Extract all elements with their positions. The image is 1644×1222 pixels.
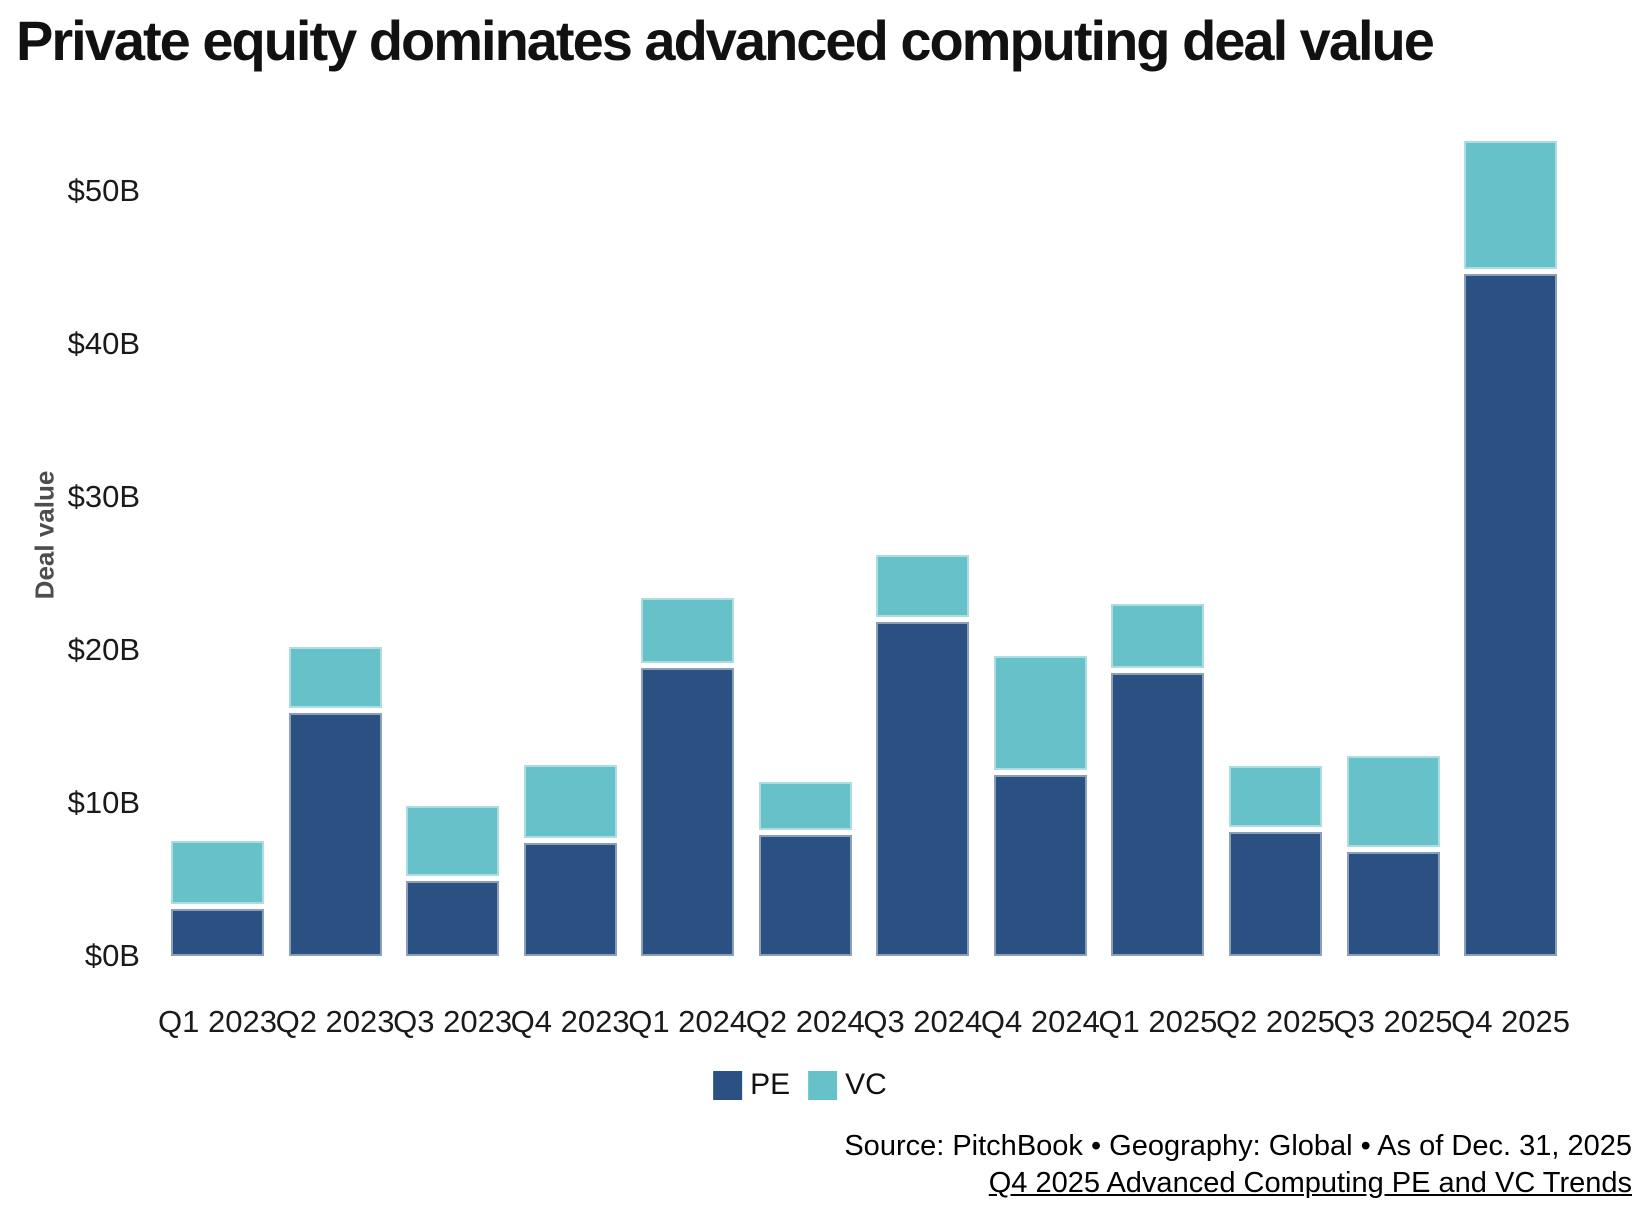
bar-q4-2025-pe [1464, 273, 1558, 956]
x-tick-label: Q4 2023 [510, 1004, 630, 1039]
legend-label-vc: VC [845, 1068, 887, 1101]
bar-q1-2025-vc [1111, 604, 1205, 668]
x-tick-label: Q1 2025 [1098, 1004, 1218, 1039]
report-link[interactable]: Q4 2025 Advanced Computing PE and VC Tre… [988, 1167, 1632, 1199]
bar-q2-2025-vc [1228, 766, 1322, 828]
vc-swatch-icon [808, 1070, 838, 1100]
bar-q2-2025-pe [1228, 832, 1322, 956]
bar-q4-2024-vc [993, 656, 1087, 771]
bar-q3-2023-pe [406, 881, 500, 956]
bar-q4-2023-pe [523, 842, 617, 956]
bar-q3-2025-pe [1346, 851, 1440, 956]
x-tick-label: Q2 2025 [1215, 1004, 1335, 1039]
bar-q3-2024-vc [876, 555, 970, 618]
bar-q1-2023-pe [171, 908, 264, 956]
bar-q2-2024-vc [758, 781, 852, 831]
x-tick-label: Q1 2024 [628, 1004, 748, 1039]
bar-q3-2024-pe [876, 622, 970, 956]
bar-q2-2023-pe [288, 712, 382, 956]
x-tick-label: Q3 2023 [393, 1004, 513, 1039]
pe-swatch-icon [713, 1070, 743, 1100]
bar-q1-2023-vc [171, 841, 264, 904]
bar-q1-2025-pe [1111, 672, 1205, 956]
y-tick-label: $50B [67, 173, 140, 208]
x-tick-label: Q4 2025 [1451, 1004, 1571, 1039]
bar-q1-2024-pe [641, 668, 735, 956]
legend-item-vc: VC [808, 1068, 887, 1102]
bar-q3-2025-vc [1346, 755, 1440, 847]
x-tick-label: Q2 2024 [745, 1004, 865, 1039]
y-tick-label: $40B [67, 326, 140, 361]
x-tick-label: Q4 2024 [980, 1004, 1100, 1039]
chart-title: Private equity dominates advanced comput… [16, 9, 1435, 72]
legend: PE VC [713, 1068, 887, 1102]
bar-q4-2025-vc [1464, 140, 1558, 269]
bar-q1-2024-vc [641, 597, 735, 664]
y-tick-label: $0B [84, 938, 140, 973]
source-attribution: Source: PitchBook • Geography: Global • … [844, 1130, 1632, 1162]
y-tick-label: $20B [67, 632, 140, 667]
bar-q2-2024-pe [758, 835, 852, 956]
bar-q4-2024-pe [993, 775, 1087, 956]
x-tick-label: Q1 2023 [158, 1004, 277, 1039]
x-tick-label: Q2 2023 [275, 1004, 395, 1039]
x-tick-label: Q3 2025 [1333, 1004, 1453, 1039]
source-block: Source: PitchBook • Geography: Global • … [844, 1128, 1632, 1202]
x-tick-label: Q3 2024 [863, 1004, 983, 1039]
bar-q3-2023-vc [406, 806, 500, 877]
bar-q2-2023-vc [288, 646, 382, 708]
legend-item-pe: PE [713, 1068, 790, 1102]
y-tick-label: $30B [67, 479, 140, 514]
y-tick-label: $10B [67, 785, 140, 820]
legend-label-pe: PE [750, 1068, 791, 1101]
bar-q4-2023-vc [523, 764, 617, 838]
